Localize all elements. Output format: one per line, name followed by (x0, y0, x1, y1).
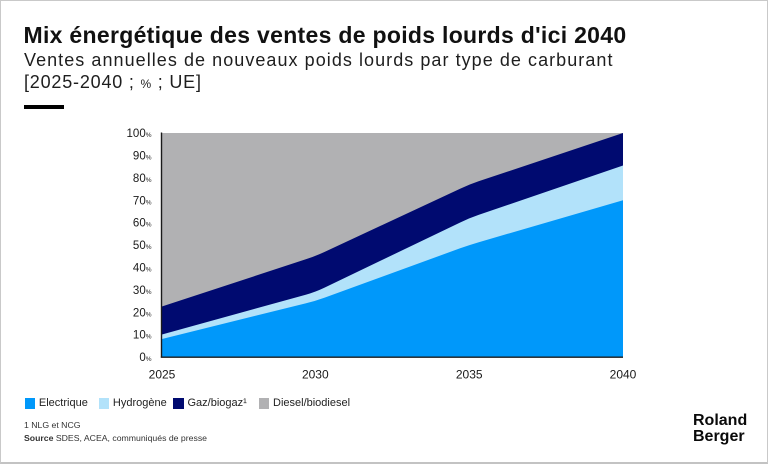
svg-text:0%: 0% (139, 352, 151, 364)
svg-text:50%: 50% (133, 240, 152, 252)
svg-text:70%: 70% (133, 195, 152, 207)
svg-text:2040: 2040 (610, 368, 637, 382)
svg-text:2035: 2035 (456, 368, 483, 382)
svg-text:20%: 20% (133, 307, 152, 319)
svg-text:2030: 2030 (302, 368, 329, 382)
svg-text:2025: 2025 (149, 368, 176, 382)
svg-text:80%: 80% (133, 173, 152, 185)
svg-text:100%: 100% (127, 128, 152, 140)
svg-text:10%: 10% (133, 330, 152, 342)
svg-text:40%: 40% (133, 263, 152, 275)
svg-text:90%: 90% (133, 151, 152, 163)
svg-text:30%: 30% (133, 285, 152, 297)
svg-text:60%: 60% (133, 218, 152, 230)
